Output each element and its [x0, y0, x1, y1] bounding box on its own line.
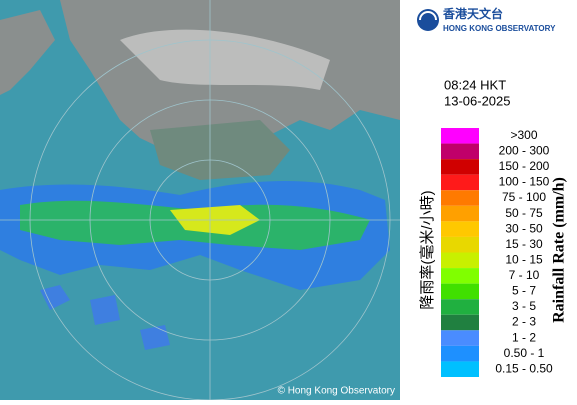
legend-label: 10 - 15 [505, 252, 543, 266]
legend-swatch [441, 299, 479, 315]
legend-label: 5 - 7 [512, 284, 536, 298]
legend-swatch [441, 268, 479, 284]
legend-label: 1 - 2 [512, 330, 536, 344]
legend-swatch [441, 361, 479, 377]
legend-label: 15 - 30 [505, 237, 543, 251]
legend-swatch [441, 205, 479, 222]
legend-swatch [441, 236, 479, 253]
radar-map: © Hong Kong Observatory [0, 0, 400, 401]
legend-label: 2 - 3 [512, 315, 536, 329]
legend-label: 0.50 - 1 [504, 346, 545, 360]
legend-title-chinese: 降雨率(毫米/小時) [418, 190, 436, 309]
legend-label: 50 - 75 [505, 206, 543, 220]
legend-swatch [441, 143, 479, 160]
legend-swatch [441, 345, 479, 362]
logo: 香港天文台 HONG KONG OBSERVATORY [417, 6, 556, 33]
legend-swatch [441, 283, 479, 300]
legend-swatch [441, 159, 479, 175]
logo-chinese: 香港天文台 [442, 6, 503, 21]
logo-english: HONG KONG OBSERVATORY [443, 24, 556, 33]
legend-label: 75 - 100 [502, 190, 546, 204]
legend-swatch [441, 314, 479, 331]
legend-label: >300 [510, 128, 537, 142]
legend-label: 7 - 10 [509, 268, 540, 282]
legend-swatch [441, 190, 479, 206]
legend-swatch [441, 252, 479, 269]
legend-swatch [441, 330, 479, 346]
legend-title-english: Rainfall Rate (mm/h) [551, 177, 568, 323]
rain-cell [40, 285, 170, 350]
legend-label: 0.15 - 0.50 [495, 361, 553, 375]
legend-label: 3 - 5 [512, 299, 536, 313]
legend-label: 100 - 150 [499, 175, 550, 189]
legend-label: 30 - 50 [505, 221, 543, 235]
legend-label: 150 - 200 [499, 159, 550, 173]
date: 13-06-2025 [444, 93, 511, 108]
copyright: © Hong Kong Observatory [278, 386, 395, 397]
land [150, 120, 290, 180]
cloud [120, 29, 330, 90]
legend-swatch [441, 174, 479, 191]
legend-label: 200 - 300 [499, 144, 550, 158]
legend-swatch [441, 221, 479, 237]
legend-swatch [441, 128, 479, 144]
time: 08:24 HKT [444, 77, 506, 92]
land [0, 10, 55, 95]
